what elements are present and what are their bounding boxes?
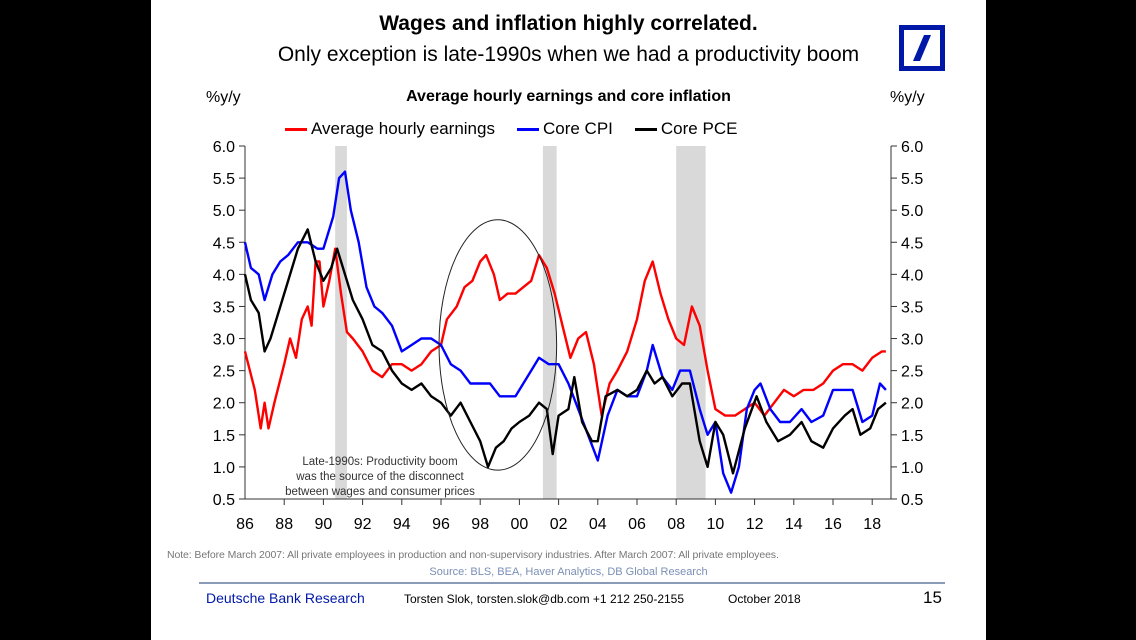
x-tick-label: 10 (707, 516, 725, 533)
y-tick-label-left: 1.0 (213, 460, 235, 477)
x-tick-label: 06 (628, 516, 646, 533)
recession-bar-0 (335, 146, 347, 499)
footer-date: October 2018 (728, 592, 801, 606)
y-tick-label-right: 4.5 (901, 235, 923, 252)
slide-title: Wages and inflation highly correlated. (379, 12, 758, 35)
y-tick-label-right: 5.5 (901, 171, 923, 188)
footer-divider (199, 582, 945, 584)
y-tick-label-left: 0.5 (213, 492, 235, 509)
legend-label-pce: Core PCE (660, 119, 738, 138)
annotation-ellipse (438, 219, 558, 471)
series-lines (243, 170, 887, 494)
y-tick-label-left: 2.5 (213, 364, 235, 381)
annotation-line: between wages and consumer prices (285, 486, 475, 498)
x-tick-label: 92 (354, 516, 372, 533)
y-axis-unit-right: %y/y (890, 89, 925, 106)
y-tick-label-left: 5.0 (213, 203, 235, 220)
x-tick-label: 96 (432, 516, 450, 533)
legend-swatch-pce (634, 127, 657, 131)
x-tick-label: 04 (589, 516, 607, 533)
chart-title: Average hourly earnings and core inflati… (406, 88, 731, 105)
legend-item-pce: Core PCE (634, 119, 738, 139)
y-tick-label-right: 6.0 (901, 139, 923, 156)
y-tick-label-right: 3.0 (901, 332, 923, 349)
y-tick-label-left: 2.0 (213, 396, 235, 413)
y-axis-unit-left: %y/y (206, 89, 241, 106)
y-tick-label-right: 5.0 (901, 203, 923, 220)
deutsche-bank-logo-icon (899, 25, 945, 71)
annotation-line: was the source of the disconnect (295, 471, 464, 483)
x-tick-label: 18 (863, 516, 881, 533)
x-tick-label: 14 (785, 516, 803, 533)
x-tick-label: 00 (511, 516, 529, 533)
x-tick-label: 86 (236, 516, 254, 533)
x-tick-label: 90 (315, 516, 333, 533)
legend-item-cpi: Core CPI (516, 119, 613, 139)
y-tick-label-right: 1.5 (901, 428, 923, 445)
chart-svg: 6.0 6.0 5.5 5.5 5.0 5.0 4.5 4.5 4.0 4.0 3.5 3.5 3.0 3… (213, 139, 924, 533)
legend-item-ahe: Average hourly earnings (285, 119, 495, 139)
y-tick-label-right: 1.0 (901, 460, 923, 477)
footer-author: Torsten Slok, torsten.slok@db.com +1 212… (404, 592, 685, 606)
x-tick-label: 12 (746, 516, 764, 533)
slide-subtitle: Only exception is late-1990s when we had… (277, 43, 860, 66)
y-tick-label-right: 2.0 (901, 396, 923, 413)
x-tick-label: 02 (550, 516, 568, 533)
legend-label-ahe: Average hourly earnings (311, 119, 495, 138)
y-tick-label-left: 1.5 (213, 428, 235, 445)
y-tick-label-right: 0.5 (901, 492, 923, 509)
x-tick-label: 98 (471, 516, 489, 533)
footer-brand: Deutsche Bank Research (206, 590, 365, 606)
y-tick-label-left: 3.0 (213, 332, 235, 349)
series-line-core-cpi (243, 170, 887, 494)
annotation-text: Late-1990s: Productivity boom was the sou… (285, 456, 475, 498)
axes: 6.0 6.0 5.5 5.5 5.0 5.0 4.5 4.5 4.0 4.0 3.5 3.5 3.0 3… (213, 139, 924, 533)
y-tick-label-left: 4.0 (213, 267, 235, 284)
legend-swatch-ahe (285, 127, 307, 131)
x-tick-label: 16 (824, 516, 842, 533)
chart-note: Note: Before March 2007: All private emp… (167, 549, 779, 561)
page-number: 15 (923, 588, 942, 607)
y-tick-label-right: 3.5 (901, 299, 923, 316)
y-tick-label-left: 3.5 (213, 299, 235, 316)
y-tick-label-left: 5.5 (213, 171, 235, 188)
annotation-line: Late-1990s: Productivity boom (302, 456, 457, 468)
legend-swatch-cpi (516, 127, 539, 131)
legend-label-cpi: Core CPI (542, 119, 613, 138)
slide: Wages and inflation highly correlated. O… (151, 0, 986, 640)
y-tick-label-right: 4.0 (901, 267, 923, 284)
y-tick-label-right: 2.5 (901, 364, 923, 381)
chart-source: Source: BLS, BEA, Haver Analytics, DB Gl… (429, 566, 708, 578)
series-line-average-hourly-earnings (243, 247, 886, 430)
x-tick-label: 88 (275, 516, 293, 533)
x-tick-label: 08 (667, 516, 685, 533)
series-line-core-pce (243, 228, 887, 475)
chart-legend: Average hourly earnings Core CPI Core PC… (285, 119, 759, 139)
y-tick-label-left: 4.5 (213, 235, 235, 252)
y-tick-label-left: 6.0 (213, 139, 235, 156)
x-tick-label: 94 (393, 516, 411, 533)
